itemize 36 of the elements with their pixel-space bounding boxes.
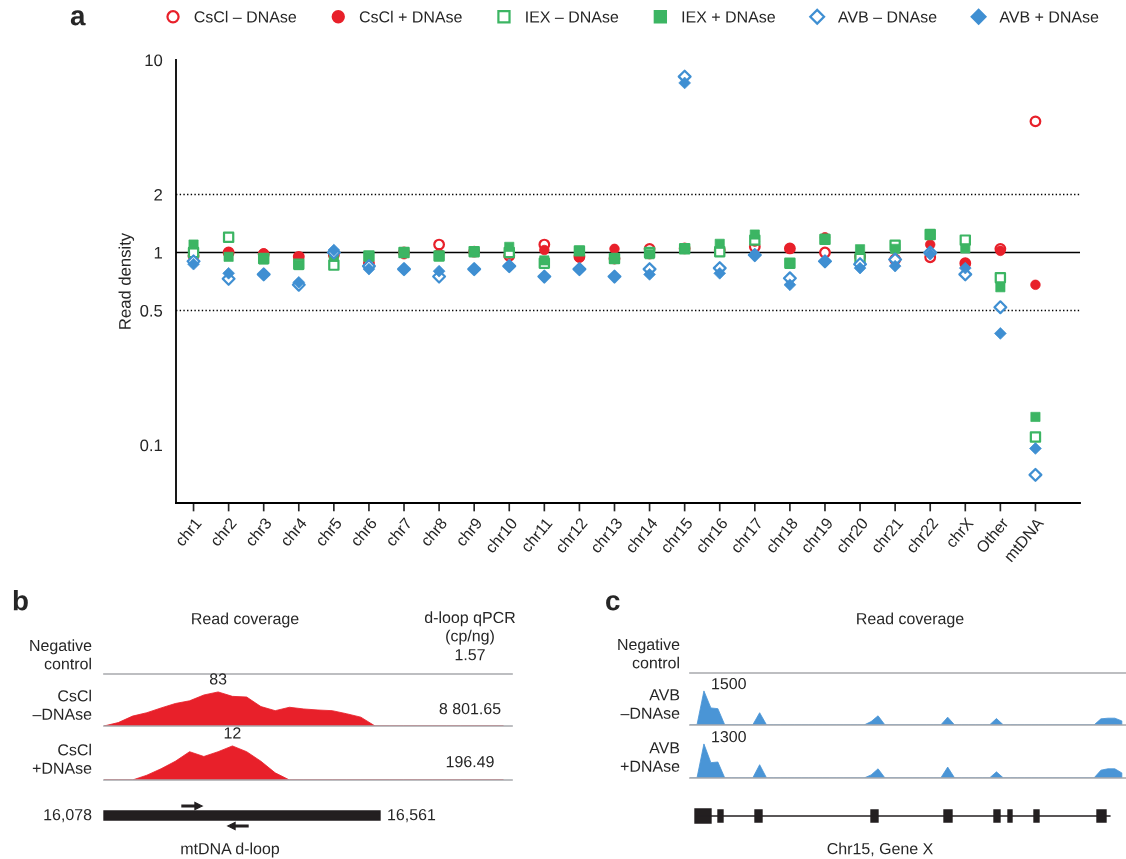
text: Read coverage (857, 612, 964, 628)
legend-label: CsCl + DNAse (359, 10, 462, 23)
text: 16,561 (388, 808, 436, 823)
series-label: CsCl +DNAse (32, 743, 92, 774)
text: c (606, 595, 620, 611)
text: d-loop qPCR (cp/ng) (424, 611, 515, 645)
y-tick-label: 10 (145, 54, 163, 67)
text: Read coverage (192, 612, 299, 628)
y-tick-label: 1 (154, 247, 162, 259)
text: mtDNA d-loop (181, 842, 280, 858)
series-label: AVB –DNAse (620, 689, 680, 719)
annotation: 8 801.65 (439, 702, 501, 715)
series-label: CsCl –DNAse (32, 689, 92, 720)
annotation: 83 (209, 673, 227, 685)
y-tick-label: 0.5 (140, 304, 163, 317)
y-tick-label: 2 (154, 188, 162, 201)
annotation: 196.49 (446, 755, 494, 768)
legend-label: CsCl – DNAse (194, 10, 297, 23)
series-label: AVB +DNAse (620, 742, 680, 772)
legend-label: IEX + DNAse (682, 11, 775, 23)
x-tick-label: chr1 (174, 516, 203, 548)
legend-label: AVB + DNAse (999, 11, 1099, 23)
chart-title: a (70, 10, 86, 26)
text: 1.57 (455, 649, 485, 661)
text: Chr15, Gene X (827, 842, 933, 857)
legend-label: IEX – DNAse (526, 11, 619, 23)
annotation: 12 (224, 727, 241, 739)
y-axis-title: Read density (118, 232, 135, 329)
legend-label: AVB – DNAse (837, 11, 937, 23)
text: b (13, 590, 28, 611)
text: 1500 (712, 677, 746, 690)
text: Negative control (618, 638, 680, 669)
text: 1300 (712, 730, 746, 743)
y-tick-label: 0.1 (140, 439, 162, 452)
text: 16,078 (44, 808, 92, 823)
text: Negative control (30, 639, 92, 670)
